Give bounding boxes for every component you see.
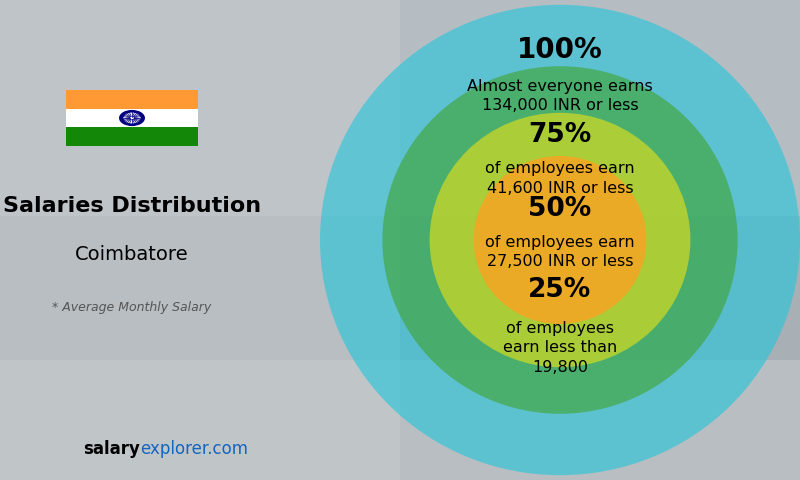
Text: 25%: 25%: [528, 277, 592, 303]
Bar: [400, 0, 800, 480]
Text: Salaries Distribution: Salaries Distribution: [3, 196, 261, 216]
Bar: [0, 0, 400, 480]
Ellipse shape: [430, 113, 690, 367]
Ellipse shape: [382, 66, 738, 414]
Bar: [66, 90, 198, 109]
Text: Coimbatore: Coimbatore: [75, 245, 189, 264]
Text: explorer.com: explorer.com: [140, 440, 248, 458]
Text: * Average Monthly Salary: * Average Monthly Salary: [52, 300, 212, 314]
Circle shape: [120, 110, 144, 125]
Bar: [66, 127, 198, 145]
Text: Almost everyone earns
134,000 INR or less: Almost everyone earns 134,000 INR or les…: [467, 79, 653, 113]
Bar: [66, 109, 198, 127]
Ellipse shape: [320, 5, 800, 475]
Circle shape: [124, 113, 140, 123]
Ellipse shape: [474, 156, 646, 324]
Text: 50%: 50%: [528, 196, 592, 222]
Text: salary: salary: [83, 440, 140, 458]
Bar: [0, 360, 800, 480]
Text: of employees earn
41,600 INR or less: of employees earn 41,600 INR or less: [485, 161, 635, 196]
Bar: [0, 0, 800, 216]
Text: 75%: 75%: [528, 122, 592, 148]
Text: 100%: 100%: [517, 36, 603, 64]
Text: of employees
earn less than
19,800: of employees earn less than 19,800: [503, 321, 617, 375]
Text: of employees earn
27,500 INR or less: of employees earn 27,500 INR or less: [485, 235, 635, 269]
